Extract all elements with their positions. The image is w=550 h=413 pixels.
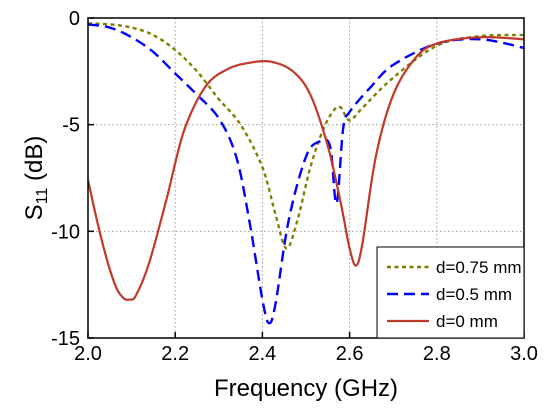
y-tick-label: -10 bbox=[51, 221, 80, 243]
legend: d=0.75 mm d=0.5 mm d=0 mm bbox=[376, 246, 525, 339]
y-tick-label: -5 bbox=[62, 115, 80, 137]
x-tick-label: 2.4 bbox=[248, 343, 276, 365]
x-tick-label: 2.8 bbox=[423, 343, 451, 365]
y-axis-title: S11 (dB) bbox=[21, 136, 51, 221]
y-tick-label: -15 bbox=[51, 328, 80, 350]
legend-box bbox=[376, 246, 525, 339]
ticks: 2.0 2.2 2.4 2.6 2.8 3.0 0 -5 -10 -15 bbox=[51, 8, 538, 365]
legend-label-1: d=0.75 mm bbox=[436, 258, 522, 277]
y-axis-title-unit: (dB) bbox=[21, 136, 48, 188]
x-tick-label: 2.6 bbox=[336, 343, 364, 365]
y-axis-title-subscript: 11 bbox=[34, 188, 51, 205]
y-tick-label: 0 bbox=[69, 8, 80, 30]
series-line-2 bbox=[87, 23, 525, 325]
x-tick-label: 2.2 bbox=[161, 343, 189, 365]
series-line-1 bbox=[87, 22, 525, 250]
y-axis-title-main: S bbox=[21, 204, 48, 220]
legend-label-3: d=0 mm bbox=[436, 312, 498, 331]
x-axis-title: Frequency (GHz) bbox=[214, 375, 398, 402]
plot-frame bbox=[87, 17, 525, 339]
series-layer bbox=[86, 22, 525, 325]
legend-label-2: d=0.5 mm bbox=[436, 285, 512, 304]
x-tick-label: 3.0 bbox=[510, 343, 538, 365]
grid bbox=[88, 18, 524, 338]
series-line-3 bbox=[86, 35, 525, 301]
x-tick-label: 2.0 bbox=[74, 343, 102, 365]
